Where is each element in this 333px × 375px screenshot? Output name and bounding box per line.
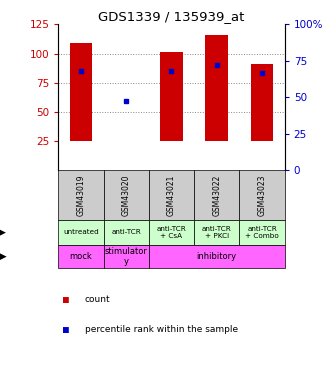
Text: count: count [85,296,111,304]
Text: GSM43022: GSM43022 [212,174,221,216]
Bar [251,64,273,141]
Bar [104,220,149,245]
Text: anti-TCR
+ CsA: anti-TCR + CsA [157,226,186,239]
Bar [149,245,285,268]
Text: percentile rank within the sample: percentile rank within the sample [85,326,238,334]
Bar [149,220,194,245]
Bar [194,170,239,220]
Bar [160,53,183,141]
Text: untreated: untreated [63,229,99,235]
Text: GSM43021: GSM43021 [167,174,176,216]
Bar [104,245,149,268]
Bar [70,43,92,141]
Bar [104,170,149,220]
Text: anti-TCR
+ Combo: anti-TCR + Combo [245,226,279,239]
Bar [58,220,104,245]
Text: stimulator
y: stimulator y [105,247,148,266]
Text: GSM43020: GSM43020 [122,174,131,216]
Title: GDS1339 / 135939_at: GDS1339 / 135939_at [98,10,245,23]
Text: agent  ▶: agent ▶ [0,228,6,237]
Bar [58,170,104,220]
Text: anti-TCR
+ PKCi: anti-TCR + PKCi [202,226,232,239]
Bar [58,245,104,268]
Text: ■: ■ [63,295,69,305]
Text: mock: mock [70,252,92,261]
Text: GSM43023: GSM43023 [257,174,267,216]
Text: inhibitory: inhibitory [197,252,237,261]
Bar [205,35,228,141]
Bar [239,220,285,245]
Bar [149,170,194,220]
Text: GSM43019: GSM43019 [76,174,86,216]
Text: ■: ■ [63,325,69,335]
Text: protocol  ▶: protocol ▶ [0,252,6,261]
Text: anti-TCR: anti-TCR [111,229,141,235]
Bar [194,220,239,245]
Bar [239,170,285,220]
